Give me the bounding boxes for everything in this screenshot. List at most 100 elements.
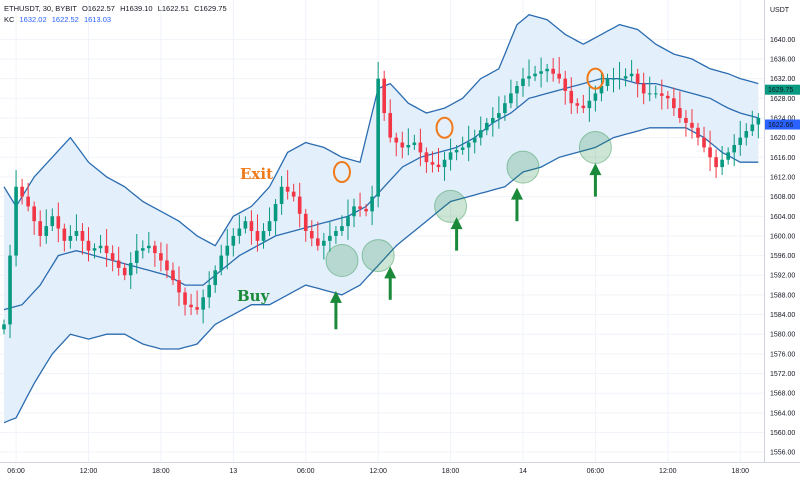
candle-body bbox=[50, 216, 55, 227]
candle-body bbox=[237, 228, 242, 236]
candle-body bbox=[171, 270, 175, 281]
candle-body bbox=[641, 83, 646, 94]
candle-body bbox=[128, 262, 133, 276]
candle-body bbox=[370, 196, 374, 212]
time-tick-label: 12:00 bbox=[369, 468, 387, 475]
candle-body bbox=[285, 186, 290, 192]
candle-body bbox=[472, 137, 477, 143]
candle-body bbox=[340, 226, 344, 231]
candle-body bbox=[364, 208, 368, 212]
candle-body bbox=[484, 122, 489, 131]
candle-body bbox=[315, 238, 320, 246]
indicator-info-row[interactable]: KC 1632.02 1622.52 1613.03 bbox=[4, 15, 114, 24]
candle-body bbox=[430, 162, 435, 165]
time-tick-label: 13 bbox=[229, 468, 237, 475]
candle-body bbox=[436, 164, 441, 168]
candle-body bbox=[611, 78, 616, 80]
price-tick-label: 1580.00 bbox=[770, 332, 795, 339]
candle-body bbox=[177, 280, 181, 293]
candle-body bbox=[219, 255, 224, 271]
open-value: O1622.57 bbox=[82, 4, 115, 13]
exit-signal-ellipse bbox=[586, 67, 605, 90]
candle-body bbox=[309, 231, 314, 239]
kc-price-badge-bg bbox=[765, 119, 800, 130]
candle-body bbox=[104, 245, 109, 254]
candle-body bbox=[56, 216, 61, 229]
candle-body bbox=[376, 78, 380, 197]
keltner-band-fill bbox=[4, 14, 759, 423]
candle-body bbox=[678, 108, 682, 118]
symbol-label[interactable]: ETHUSDT, 30, BYBIT bbox=[4, 4, 77, 13]
price-tick-label: 1620.00 bbox=[770, 135, 795, 142]
candle-body bbox=[509, 93, 513, 104]
buy-arrow-head bbox=[450, 217, 463, 230]
price-tick-label: 1576.00 bbox=[770, 351, 795, 358]
candle-body bbox=[26, 196, 30, 207]
candle-body bbox=[20, 186, 24, 197]
price-tick-label: 1596.00 bbox=[770, 253, 795, 260]
keltner-lower-line bbox=[3, 127, 759, 424]
time-axis[interactable]: 06:00 12:00 18:00 13 06:00 12:00 18:00 14 06:00 1… bbox=[7, 468, 800, 475]
candle-body bbox=[557, 73, 562, 79]
price-axis[interactable]: 1640.00 1636.00 1632.00 1628.00 1624.00 1620.… bbox=[770, 37, 795, 457]
candle-body bbox=[605, 78, 610, 87]
candle-body bbox=[74, 231, 79, 236]
candle-body bbox=[334, 231, 338, 236]
candle-body bbox=[153, 245, 157, 254]
candle-body bbox=[243, 221, 248, 229]
exit-annotation-label: Exit bbox=[240, 165, 273, 183]
candle-body bbox=[279, 186, 284, 204]
symbol-info-row[interactable]: ETHUSDT, 30, BYBIT O1622.57 H1639.10 L16… bbox=[4, 4, 230, 13]
price-tick-label: 1588.00 bbox=[770, 292, 795, 299]
candle-body bbox=[491, 117, 495, 123]
candle-body bbox=[533, 73, 537, 77]
candle-body bbox=[497, 113, 501, 118]
candle-body bbox=[478, 130, 483, 138]
candle-body bbox=[44, 226, 49, 236]
buy-signal-circle bbox=[361, 239, 395, 273]
candle-body bbox=[406, 144, 411, 148]
candle-body bbox=[726, 152, 730, 160]
candle-body bbox=[424, 152, 429, 163]
candle-body bbox=[666, 95, 670, 99]
currency-label: USDT bbox=[770, 7, 790, 14]
time-tick-label: 06:00 bbox=[587, 468, 605, 475]
candle-body bbox=[394, 137, 399, 143]
candle-body bbox=[140, 248, 145, 251]
candle-body bbox=[134, 250, 139, 263]
candle-body bbox=[207, 285, 211, 298]
candle-body bbox=[388, 113, 393, 138]
candle-body bbox=[346, 216, 350, 227]
buy-signal-circle bbox=[434, 189, 468, 223]
candle-body bbox=[551, 68, 555, 74]
candle-body bbox=[448, 152, 453, 160]
candle-body bbox=[261, 231, 266, 241]
price-tick-label: 1624.00 bbox=[770, 115, 795, 122]
indicator-name[interactable]: KC bbox=[4, 15, 15, 24]
exit-signal-ellipse bbox=[332, 161, 351, 184]
close-value: C1629.75 bbox=[194, 4, 227, 13]
candle-body bbox=[382, 78, 386, 114]
candle-body bbox=[659, 93, 664, 96]
candle-body bbox=[352, 206, 356, 217]
candle-body bbox=[98, 245, 103, 249]
candle-body bbox=[328, 235, 332, 241]
kc-lower-value: 1613.03 bbox=[83, 15, 112, 24]
candle-body bbox=[714, 157, 718, 168]
candle-body bbox=[32, 206, 36, 222]
candle-body bbox=[460, 147, 465, 150]
time-tick-label: 18:00 bbox=[731, 468, 749, 475]
candle-body bbox=[38, 221, 43, 236]
candle-body bbox=[195, 307, 199, 310]
buy-annotation-label: Buy bbox=[237, 287, 271, 305]
low-value: L1622.51 bbox=[157, 4, 189, 13]
candle-body bbox=[303, 213, 308, 231]
buy-signal-circle bbox=[506, 150, 540, 184]
price-tick-label: 1632.00 bbox=[770, 76, 795, 83]
time-tick-label: 12:00 bbox=[659, 468, 677, 475]
price-tick-label: 1636.00 bbox=[770, 56, 795, 63]
candle-body bbox=[732, 144, 737, 153]
price-tick-label: 1608.00 bbox=[770, 194, 795, 201]
